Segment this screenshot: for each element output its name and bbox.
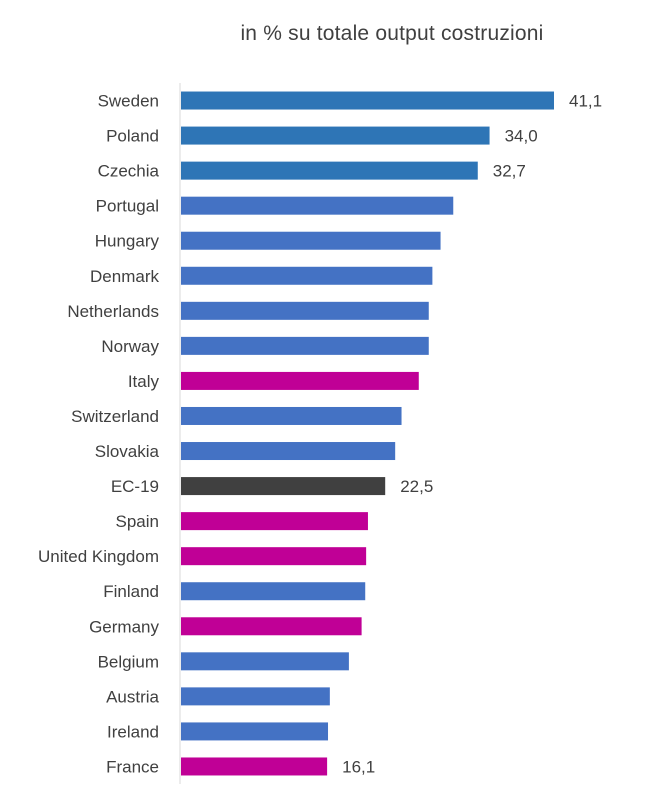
category-label: EC-19: [111, 477, 159, 496]
bar-netherlands: [181, 301, 429, 320]
bar-austria: [181, 687, 330, 706]
category-label: Norway: [101, 337, 159, 356]
bar-belgium: [181, 652, 349, 671]
category-label: Italy: [128, 372, 160, 391]
bar-sweden: [181, 91, 554, 110]
bar-ec-19: [181, 477, 386, 496]
category-label: Denmark: [90, 267, 159, 286]
category-label: Sweden: [98, 92, 159, 111]
category-label: Ireland: [107, 722, 159, 741]
bar-slovakia: [181, 442, 396, 461]
bar-ireland: [181, 722, 329, 741]
value-label: 34,0: [505, 127, 538, 146]
bar-france: [181, 757, 328, 776]
bar-spain: [181, 512, 368, 531]
bar-united-kingdom: [181, 547, 367, 566]
category-label: France: [106, 757, 159, 776]
category-label: Hungary: [95, 232, 160, 251]
category-label: Netherlands: [67, 302, 159, 321]
bar-hungary: [181, 231, 441, 250]
bar-germany: [181, 617, 362, 636]
value-label: 32,7: [493, 162, 526, 181]
category-label: Poland: [106, 127, 159, 146]
bar-portugal: [181, 196, 454, 215]
bar-switzerland: [181, 406, 402, 425]
category-label: Czechia: [98, 162, 160, 181]
category-label: Germany: [89, 617, 159, 636]
category-label: Spain: [116, 512, 159, 531]
category-label: Switzerland: [71, 407, 159, 426]
bar-italy: [181, 371, 419, 390]
category-label: Belgium: [98, 652, 159, 671]
category-label: Finland: [103, 582, 159, 601]
category-label: Austria: [106, 687, 159, 706]
value-label: 41,1: [569, 92, 602, 111]
category-label: Portugal: [96, 197, 159, 216]
value-label: 22,5: [400, 477, 433, 496]
value-label: 16,1: [342, 757, 375, 776]
bar-poland: [181, 126, 490, 145]
bar-denmark: [181, 266, 433, 285]
bar-norway: [181, 336, 429, 355]
category-label: Slovakia: [95, 442, 160, 461]
chart-title: in % su totale output costruzioni: [240, 22, 544, 45]
bar-czechia: [181, 161, 478, 180]
category-label: United Kingdom: [38, 547, 159, 566]
bar-finland: [181, 582, 366, 601]
